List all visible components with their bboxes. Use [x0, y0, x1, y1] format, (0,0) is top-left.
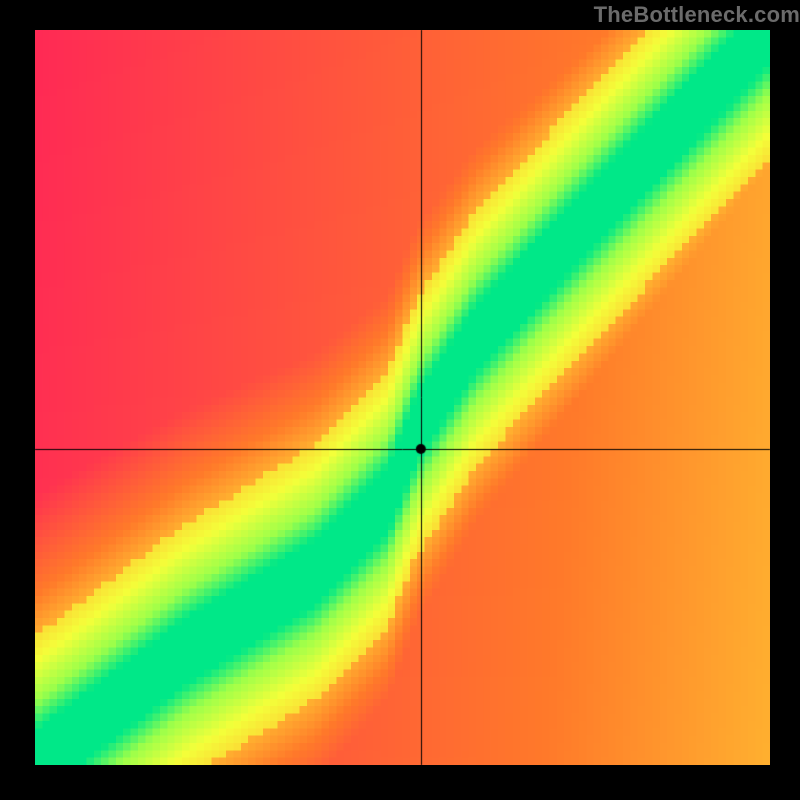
heatmap-canvas [35, 30, 770, 765]
watermark-text: TheBottleneck.com [0, 2, 800, 28]
chart-container: TheBottleneck.com [0, 0, 800, 800]
